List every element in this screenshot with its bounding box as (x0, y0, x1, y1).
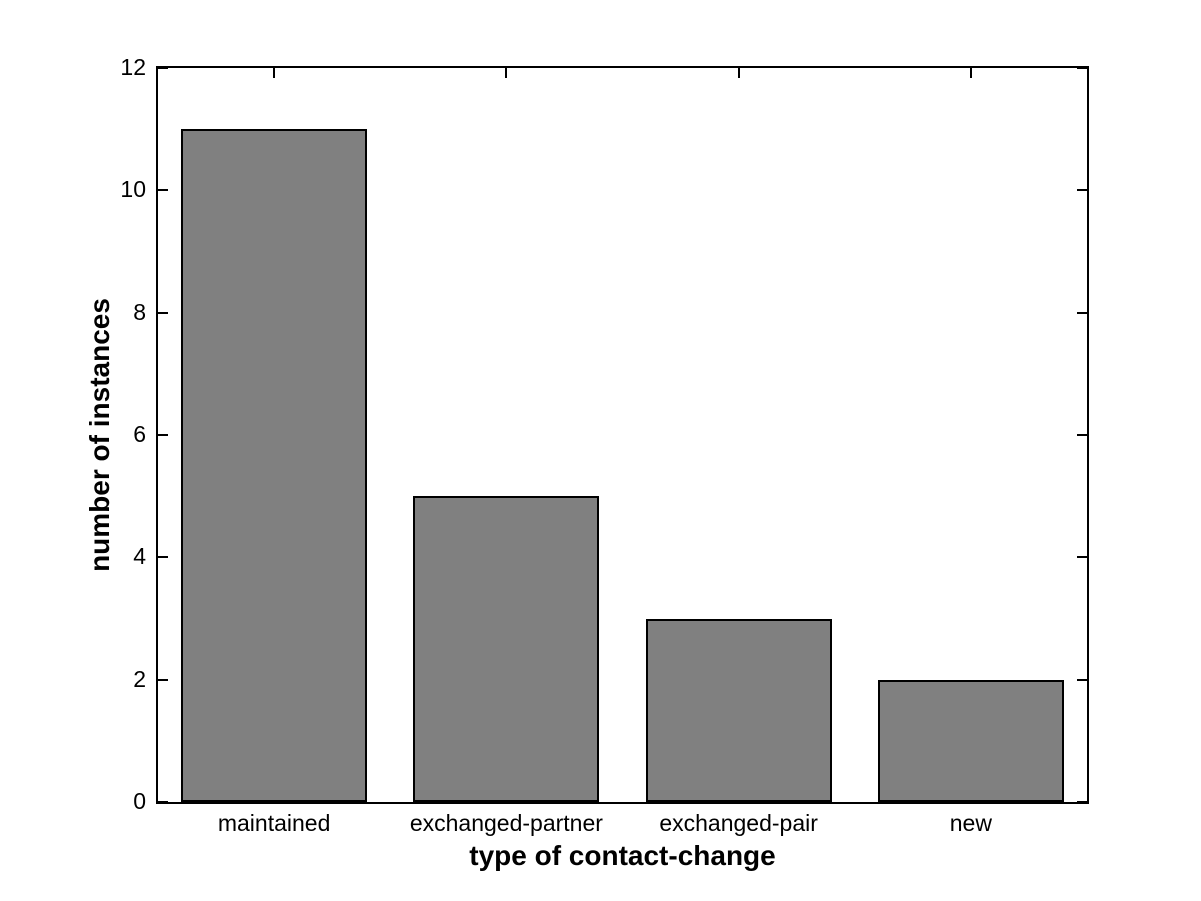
bar-exchanged-partner (413, 496, 600, 802)
x-tick-mark (737, 68, 740, 78)
x-tick-label: new (949, 810, 992, 836)
bar-new (877, 679, 1064, 802)
y-tick-mark (1077, 67, 1087, 69)
x-tick-mark (969, 68, 972, 78)
y-tick-mark (1077, 434, 1087, 436)
y-tick-mark (1077, 801, 1087, 803)
x-tick-mark (505, 68, 508, 78)
y-tick-mark (158, 801, 168, 803)
x-tick-label: maintained (217, 810, 331, 836)
y-axis-label: number of instances (84, 298, 115, 572)
y-tick-label: 8 (133, 298, 146, 325)
y-tick-mark (158, 311, 168, 314)
x-tick-mark (273, 68, 276, 78)
y-tick-mark (1077, 189, 1087, 192)
y-tick-mark (158, 434, 168, 436)
plot-area (156, 66, 1089, 804)
bar-exchanged-pair (645, 618, 832, 802)
y-tick-label: 0 (133, 788, 146, 814)
y-tick-mark (158, 67, 168, 69)
y-tick-label: 6 (133, 421, 146, 447)
x-tick-label: exchanged-partner (409, 810, 603, 836)
x-tick-label: exchanged-pair (659, 810, 818, 836)
y-tick-label: 2 (133, 665, 146, 692)
bar-maintained (181, 129, 368, 802)
y-tick-label: 4 (133, 543, 146, 570)
y-tick-mark (1077, 311, 1087, 314)
x-axis-label: type of contact-change (469, 840, 776, 871)
y-tick-label: 12 (120, 54, 146, 80)
y-tick-mark (158, 678, 168, 681)
y-tick-mark (1077, 678, 1087, 681)
y-tick-mark (158, 556, 168, 559)
y-tick-mark (158, 189, 168, 192)
y-tick-label: 10 (120, 176, 146, 203)
y-tick-mark (1077, 556, 1087, 559)
